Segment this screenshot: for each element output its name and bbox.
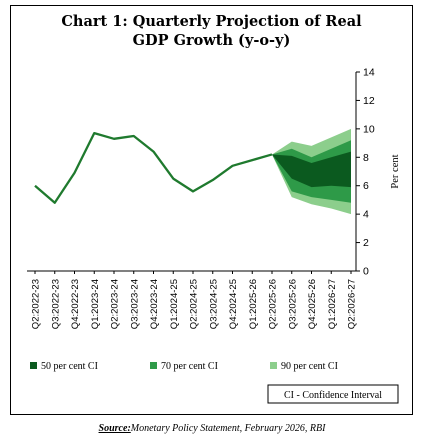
y-tick-label-10: 10 [363,123,375,135]
x-tick-label-3: Q1:2023-24 [90,279,101,329]
x-tick-label-13: Q3:2025-26 [287,279,298,329]
x-tick-label-6: Q4:2023-24 [149,279,160,329]
chart-canvas: 0 2 4 6 8 10 12 14 Per cent Q2:2022-23 Q3:2022-23 Q… [27,67,401,404]
ci-note-box [267,384,399,404]
source-text: Monetary Policy Statement, February 2026… [130,423,326,434]
legend-swatch-1 [150,362,157,369]
legend-swatch-0 [30,362,37,369]
y-tick-label-2: 2 [363,237,369,249]
chart-frame [10,5,413,415]
x-tick-label-14: Q4:2025-26 [307,279,318,329]
x-tick-label-4: Q2:2023-24 [110,279,121,329]
chart-title-line-2: GDP Growth (y-o-y) [132,32,291,49]
legend-swatch-2 [270,362,277,369]
source-note: Source:Monetary Policy Statement, Februa… [0,423,424,434]
y-tick-label-8: 8 [363,152,369,164]
x-tick-label-16: Q2:2026-27 [347,279,358,329]
x-tick-label-0: Q2:2022-23 [31,279,42,329]
x-tick-label-10: Q4:2024-25 [228,279,239,329]
y-tick-label-6: 6 [363,180,369,192]
x-tick-label-8: Q2:2024-25 [189,279,200,329]
fan-band-50 [272,151,351,188]
legend-label-2: 90 per cent CI [281,361,338,372]
x-tick-label-9: Q3:2024-25 [208,279,219,329]
x-tick-label-15: Q1:2026-27 [327,279,338,329]
x-tick-label-11: Q1:2025-26 [248,279,259,329]
x-tick-label-7: Q1:2024-25 [169,279,180,329]
y-axis-title: Per cent [390,154,401,188]
y-tick-label-0: 0 [363,266,369,278]
chart-title: Chart 1: Quarterly Projection of Real GD… [10,12,413,50]
gdp-growth-line [34,131,273,204]
legend-label-0: 50 per cent CI [41,361,98,372]
x-tick-label-1: Q3:2022-23 [50,279,61,329]
ci-note-text: CI - Confidence Interval [284,390,382,401]
y-tick-label-14: 14 [363,67,375,79]
x-tick-label-12: Q2:2025-26 [268,279,279,329]
x-tick-label-2: Q4:2022-23 [70,279,81,329]
y-tick-label-12: 12 [363,95,375,107]
legend-label-1: 70 per cent CI [161,361,218,372]
y-tick-label-4: 4 [363,209,369,221]
x-tick-label-5: Q3:2023-24 [129,279,140,329]
source-label: Source: [98,423,131,434]
chart-title-line-1: Chart 1: Quarterly Projection of Real [61,13,362,30]
